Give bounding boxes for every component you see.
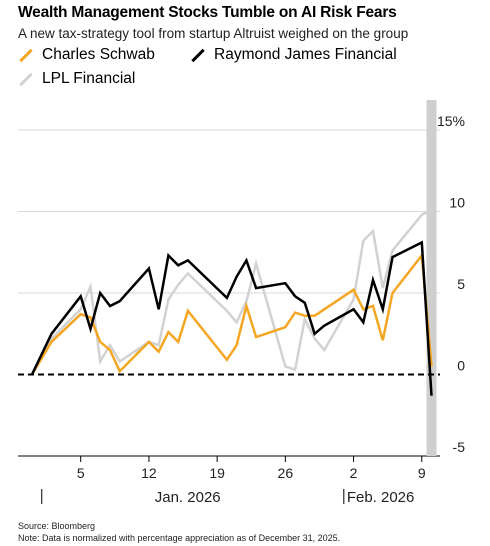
legend-label-raymond-james: Raymond James Financial	[214, 46, 397, 63]
legend-label-lpl-financial: LPL Financial	[42, 70, 136, 87]
x-tick-labels: 5 12 19 26 2 9	[77, 456, 426, 481]
y-tick-label-4: -5	[453, 439, 466, 455]
legend-swatch-raymond-james	[191, 48, 205, 62]
highlight-layer	[426, 100, 437, 456]
month-label-0: Jan. 2026	[155, 489, 221, 506]
legend-swatch-charles-schwab	[19, 48, 33, 62]
x-tick-label-4: 2	[350, 465, 358, 481]
month-label-1: Feb. 2026	[347, 489, 415, 506]
series-line-lpl-financial	[30, 208, 433, 376]
legend-item-lpl-financial: LPL Financial	[18, 70, 135, 88]
series-layer	[30, 208, 433, 396]
y-tick-label-0: 15%	[437, 113, 465, 129]
chart-title: Wealth Management Stocks Tumble on AI Ri…	[18, 4, 397, 21]
y-tick-label-3: 0	[457, 358, 465, 374]
x-tick-label-3: 26	[278, 465, 294, 481]
y-tick-label-2: 5	[457, 276, 465, 292]
source-note: Source: Bloomberg	[18, 521, 96, 531]
legend-label-charles-schwab: Charles Schwab	[42, 46, 155, 63]
x-tick-label-2: 19	[209, 465, 225, 481]
month-labels: Jan. 2026 Feb. 2026	[41, 489, 415, 506]
x-tick-label-5: 9	[418, 465, 426, 481]
line-chart: 15% 10 5 0 -5 5 12 19 26 2 9 Jan. 2026 Feb. 2026	[18, 100, 465, 506]
chart-subtitle: A new tax-strategy tool from startup Alt…	[18, 26, 409, 41]
y-tick-label-1: 10	[449, 195, 465, 211]
legend-item-charles-schwab: Charles Schwab	[18, 46, 155, 64]
x-tick-label-0: 5	[77, 465, 85, 481]
series-line-charles-schwab	[30, 252, 433, 376]
grid-layer	[18, 129, 440, 457]
highlight-band	[426, 100, 437, 456]
series-line-raymond-james-financial	[30, 240, 433, 396]
y-tick-labels: 15% 10 5 0 -5	[437, 113, 465, 455]
legend-item-raymond-james: Raymond James Financial	[190, 46, 397, 64]
x-tick-label-1: 12	[141, 465, 157, 481]
data-note: Note: Data is normalized with percentage…	[18, 533, 341, 543]
legend-swatch-lpl-financial	[19, 72, 33, 86]
